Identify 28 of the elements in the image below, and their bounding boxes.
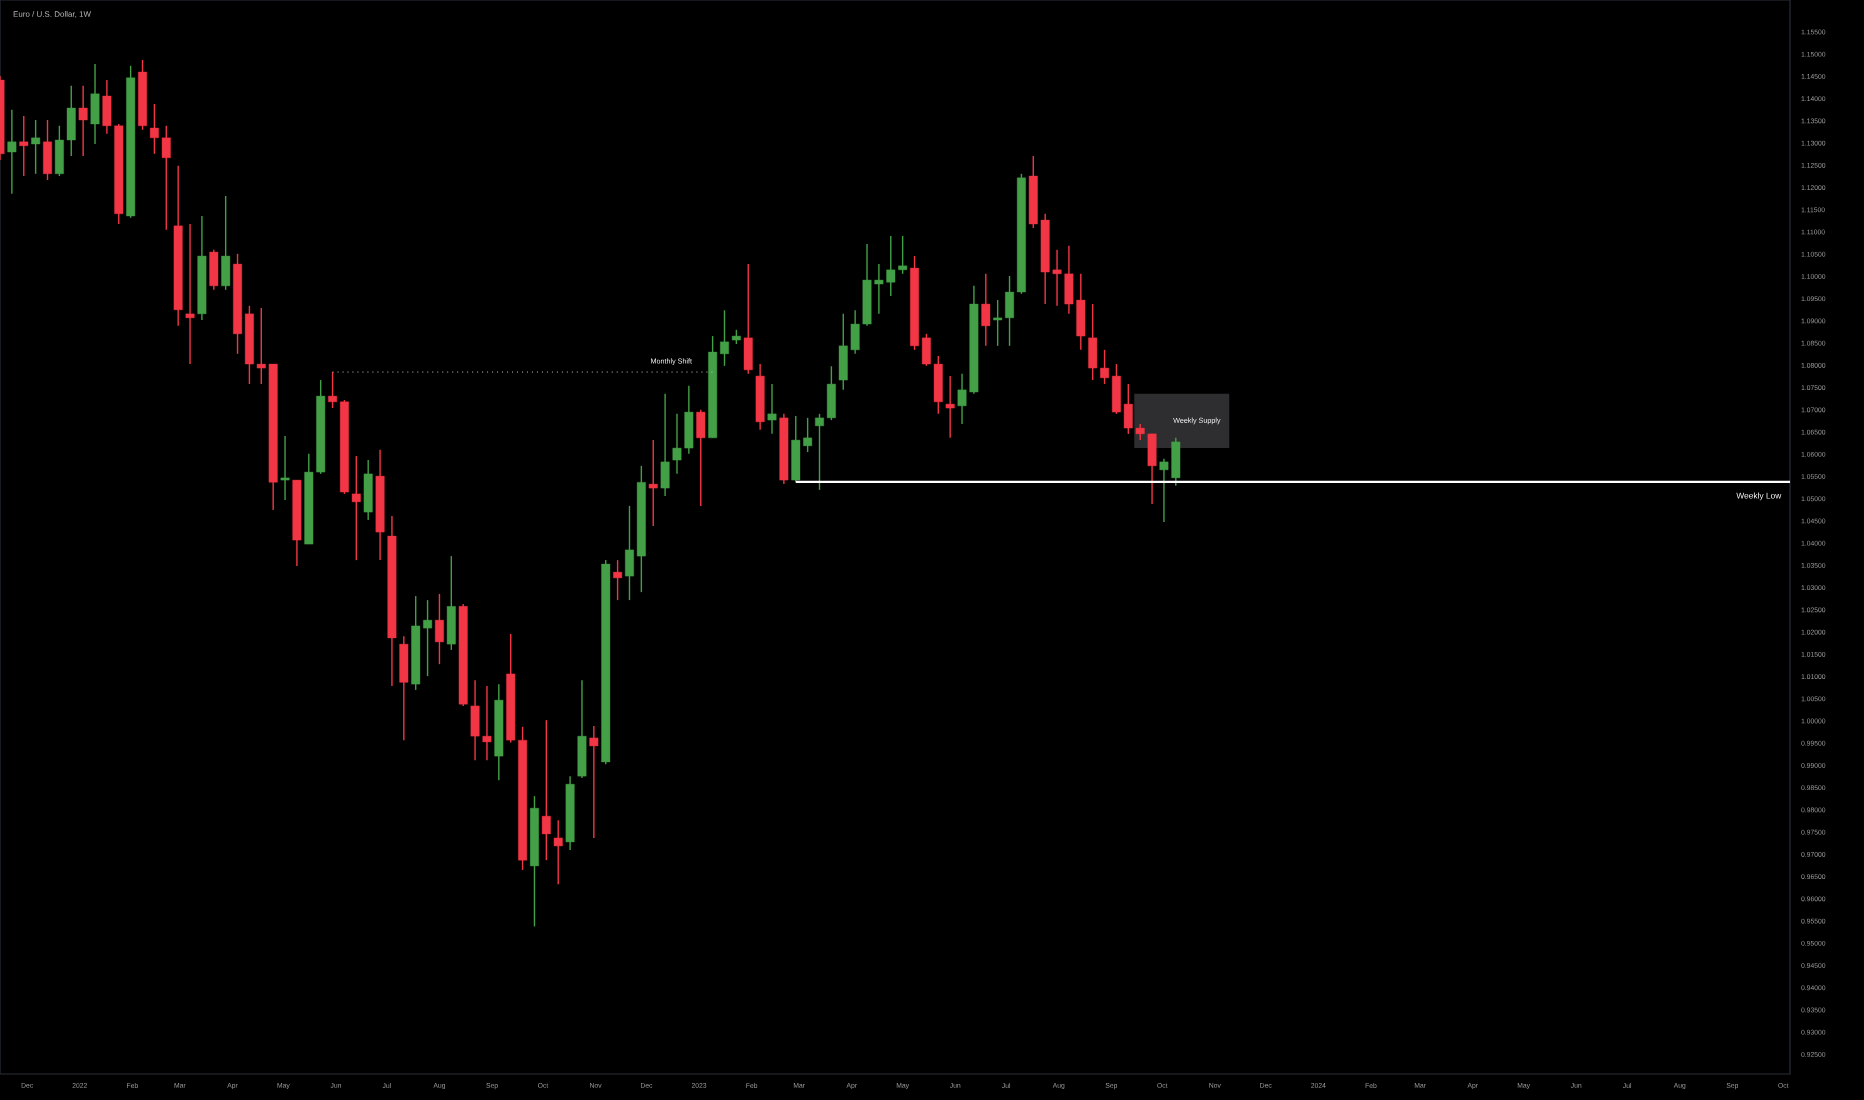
candlestick	[280, 435, 290, 501]
candlestick	[767, 383, 777, 435]
candlestick	[660, 393, 670, 497]
candlestick	[613, 559, 623, 601]
candlestick	[446, 555, 456, 651]
candlestick	[43, 119, 52, 181]
candlestick	[221, 195, 231, 291]
candlestick	[945, 375, 955, 439]
candlestick	[7, 109, 17, 195]
candlestick	[19, 115, 29, 177]
candlestick	[541, 719, 551, 861]
candlestick	[209, 249, 219, 291]
candlestick	[399, 635, 409, 741]
candlestick	[90, 63, 100, 145]
candlestick	[435, 593, 444, 665]
candlestick	[577, 679, 587, 779]
candlestick	[755, 363, 765, 431]
candlestick	[363, 459, 373, 521]
candlestick	[743, 263, 753, 375]
candlestick	[648, 439, 658, 527]
candlestick	[78, 85, 88, 157]
candlestick	[589, 725, 599, 839]
candlestick	[981, 273, 991, 347]
candlestick	[696, 409, 706, 507]
candlestick	[553, 819, 563, 885]
candlestick	[351, 455, 361, 561]
candlestick	[31, 119, 41, 175]
candlestick	[185, 223, 195, 365]
